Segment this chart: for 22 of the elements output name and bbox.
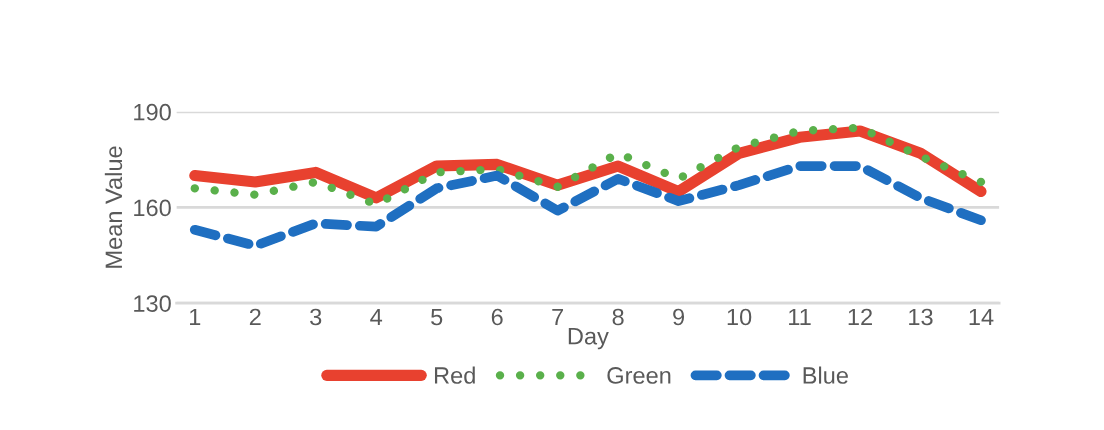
legend-label: Red <box>434 366 475 384</box>
x-tick-label: 12 <box>848 308 872 326</box>
x-tick-label: 10 <box>727 308 752 326</box>
y-tick-label: 160 <box>134 199 171 217</box>
x-tick-label: 11 <box>789 308 811 326</box>
x-tick-label: 7 <box>552 308 564 326</box>
legend-label: Green <box>607 367 671 384</box>
x-tick-label: 5 <box>431 308 443 326</box>
y-axis-title: Mean Value <box>104 146 123 268</box>
y-tick-label: 190 <box>134 103 171 121</box>
y-tick-label: 130 <box>134 295 171 312</box>
x-axis-title: Day <box>568 328 609 350</box>
x-tick-label: 13 <box>909 308 933 326</box>
x-tick-label: 8 <box>612 308 624 326</box>
x-tick-label: 14 <box>969 308 994 326</box>
x-tick-label: 9 <box>673 308 685 326</box>
x-tick-label: 4 <box>370 308 383 326</box>
x-tick-label: 1 <box>190 308 201 326</box>
x-tick-label: 3 <box>310 308 322 326</box>
x-tick-label: 6 <box>491 308 503 326</box>
legend-label: Blue <box>803 366 848 384</box>
x-tick-label: 2 <box>249 308 261 326</box>
